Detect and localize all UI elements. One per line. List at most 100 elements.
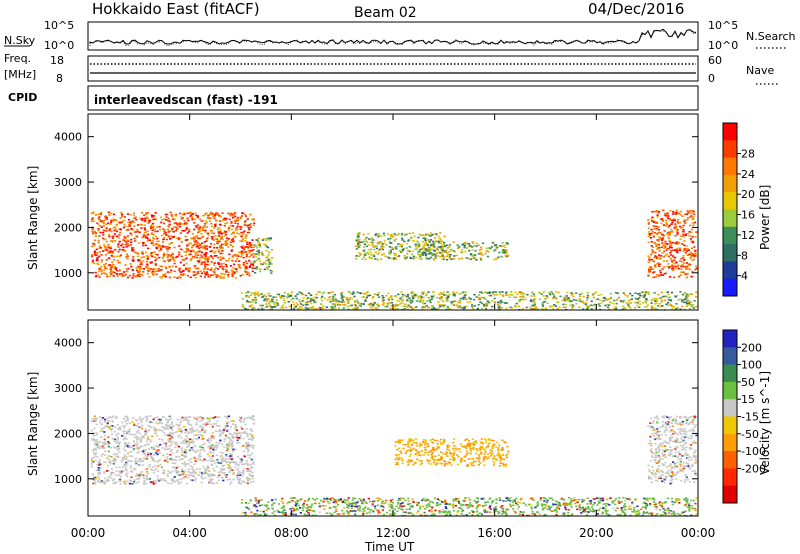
scatter-cell [110,230,113,233]
scatter-cell [215,454,218,456]
scatter-cell [195,240,198,242]
scatter-cell [458,246,461,248]
scatter-cell [685,233,688,235]
scatter-cell [137,437,140,439]
scatter-cell [430,256,433,259]
scatter-cell [650,228,653,231]
scatter-cell [115,442,118,444]
scatter-cell [100,220,103,222]
scatter-cell [362,296,365,298]
scatter-cell [93,262,96,265]
colorbar-tick-label: 4 [741,270,748,283]
scatter-cell [655,245,658,248]
scatter-cell [658,250,661,252]
scatter-cell [128,422,131,424]
scatter-cell [113,430,116,433]
scatter-cell [375,233,378,235]
scatter-cell [498,308,501,310]
scatter-cell [227,421,230,424]
scatter-cell [194,274,197,276]
scatter-cell [428,306,431,309]
scatter-cell [366,251,369,254]
scatter-cell [654,308,657,311]
scatter-cell [99,480,102,483]
scatter-cell [186,212,189,214]
scatter-cell [250,249,254,252]
scatter-cell [178,459,181,461]
scatter-cell [501,294,504,296]
scatter-cell [417,295,420,298]
scatter-cell [575,299,578,302]
scatter-cell [665,303,668,306]
scatter-cell [649,234,652,236]
scatter-cell [445,294,448,296]
scatter-cell [240,250,243,253]
scatter-cell [499,302,502,305]
scatter-cell [390,295,393,297]
scatter-cell [440,251,443,254]
scatter-cell [564,306,567,309]
scatter-cell [221,252,224,255]
scatter-cell [124,465,127,467]
scatter-cell [371,304,375,306]
scatter-cell [377,305,380,307]
scatter-cell [440,292,443,295]
scatter-cell [496,246,499,249]
scatter-cell [173,246,176,249]
scatter-cell [155,243,158,245]
scatter-cell [564,303,567,306]
scatter-cell [166,421,169,424]
scatter-cell [206,268,209,270]
scatter-cell [390,304,393,307]
scatter-cell [126,257,129,260]
scatter-cell [488,301,491,304]
scatter-cell [676,294,679,297]
scatter-cell [542,301,545,303]
scatter-cell [220,429,223,432]
scatter-cell [242,212,245,215]
scatter-cell [212,446,215,448]
scatter-cell [320,299,324,302]
scatter-cell [420,253,423,256]
scatter-cell [228,471,231,473]
scatter-cell [100,261,103,263]
scatter-cell [152,226,155,228]
scatter-cell [135,425,138,427]
scatter-cell [174,459,178,461]
scatter-cell [364,238,367,241]
scatter-cell [642,296,645,299]
scatter-cell [231,275,234,278]
scatter-cell [606,299,609,301]
scatter-cell [269,260,272,262]
scatter-cell [189,479,192,481]
scatter-cell [501,249,504,252]
scatter-cell [262,238,265,240]
scatter-cell [208,214,211,216]
scatter-cell [104,215,107,218]
scatter-cell [299,301,302,303]
scatter-cell [367,303,370,306]
scatter-cell [586,297,589,299]
scatter-cell [110,474,113,476]
scatter-cell [198,468,201,470]
scatter-cell [155,450,158,452]
scatter-cell [341,303,344,306]
scatter-cell [451,249,454,252]
scatter-cell [164,245,167,248]
scatter-cell [686,219,689,221]
scatter-cell [107,464,110,467]
scatter-cell [350,304,353,307]
scatter-cell [673,212,676,214]
scatter-cell [463,241,466,244]
scatter-cell [121,421,124,424]
scatter-cell [246,470,249,472]
scatter-cell [111,427,114,430]
scatter-cell [113,438,116,441]
scatter-cell [184,254,187,257]
scatter-cell [381,254,384,256]
scatter-cell [129,222,132,225]
scatter-cell [675,211,678,214]
scatter-cell [124,450,127,452]
scatter-cell [146,258,149,260]
scatter-cell [194,437,197,440]
